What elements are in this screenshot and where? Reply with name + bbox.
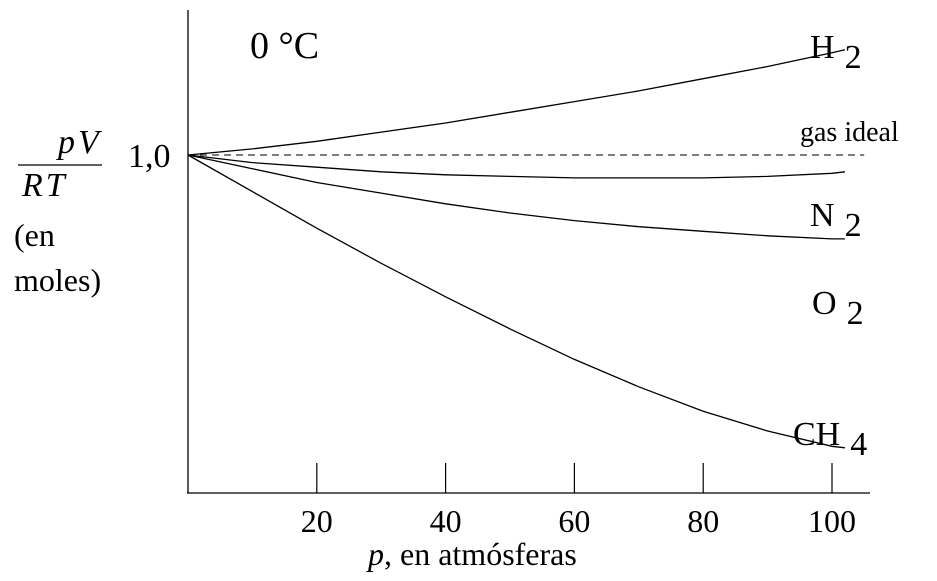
x-axis-label: p, en atmósferas	[366, 536, 577, 572]
x-tick-label: 40	[430, 503, 462, 539]
y-label-unit-1: (en	[14, 217, 55, 253]
series-label-gas-ideal: gas ideal	[800, 117, 899, 148]
series-line-o2	[187, 154, 845, 240]
x-tick-label: 80	[687, 503, 719, 539]
series-label-ch4: CH 4	[793, 416, 867, 463]
x-axis-label-var: p	[366, 536, 384, 572]
x-ticks: 20 40 60 80 100	[301, 463, 856, 539]
x-tick-label: 20	[301, 503, 333, 539]
y-axis-label: pV RT (en moles)	[14, 124, 103, 298]
x-tick-label: 60	[558, 503, 590, 539]
chart-title: 0 °C	[250, 25, 319, 67]
y-ticks: 1,0	[128, 138, 171, 175]
series-line-ch4	[187, 154, 845, 449]
y-label-denominator: RT	[21, 167, 68, 204]
series-line-h2	[187, 49, 846, 156]
series-line-n2	[187, 154, 845, 179]
x-axis-label-rest: , en atmósferas	[384, 536, 577, 572]
y-tick-label: 1,0	[128, 138, 171, 175]
y-label-unit-2: moles)	[14, 262, 101, 298]
y-label-numerator: pV	[56, 124, 103, 161]
x-tick-label: 100	[808, 503, 856, 539]
series-labels: H 2 gas ideal N 2 O 2 CH 4	[793, 29, 899, 463]
series-layer	[187, 49, 865, 449]
